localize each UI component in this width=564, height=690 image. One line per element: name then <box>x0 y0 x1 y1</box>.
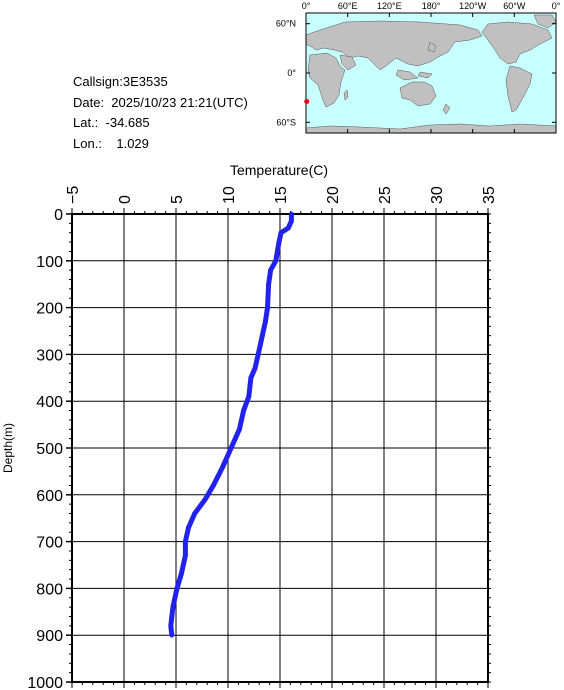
map-land <box>305 14 557 134</box>
map-lon-label: 120°E <box>377 1 402 11</box>
longitude-text: Lon.: 1.029 <box>73 135 149 151</box>
y-tick-label: 1000 <box>27 675 63 690</box>
map-ticks <box>305 13 557 133</box>
x-tick-label: 35 <box>481 186 498 204</box>
plot-frame <box>71 213 489 683</box>
data-point <box>252 366 258 371</box>
data-point <box>237 426 242 432</box>
map-lon-label: 180° <box>422 1 441 11</box>
x-tick-label: 10 <box>221 186 238 204</box>
world-map: 0° 60°E 120°E 180° 120°W 60°W 0° 60°N 0° 60°S <box>276 1 561 134</box>
map-lon-label: 0° <box>302 1 311 11</box>
data-point <box>220 464 226 470</box>
data-point <box>278 230 284 236</box>
map-labels: 0° 60°E 120°E 180° 120°W 60°W 0° 60°N 0° 60°S <box>276 1 561 127</box>
data-point <box>211 483 216 488</box>
data-point <box>170 604 176 610</box>
data-point <box>202 497 208 502</box>
x-tick-label: 20 <box>325 186 342 204</box>
data-point <box>174 586 180 591</box>
data-point <box>255 352 261 357</box>
data-point <box>263 319 268 324</box>
y-tick-labels: 0 100 200 300 400 500 600 700 800 900 1000 <box>27 207 63 690</box>
y-tick-label: 700 <box>36 535 63 552</box>
data-point <box>259 333 265 339</box>
map-lon-label: 120°W <box>459 1 487 11</box>
map-lat-label: 0° <box>287 68 296 78</box>
map-lon-label: 60°E <box>338 1 358 11</box>
station-marker <box>304 99 310 105</box>
data-point <box>265 305 270 310</box>
y-tick-label: 800 <box>36 581 63 598</box>
y-tick-label: 500 <box>36 441 63 458</box>
data-point <box>246 394 252 399</box>
map-lat-label: 60°S <box>276 117 296 127</box>
series-group <box>168 211 294 638</box>
data-point <box>169 632 175 638</box>
data-point <box>248 375 254 381</box>
temperature-profile-line <box>168 214 294 636</box>
y-axis-label: Depth(m) <box>1 423 15 473</box>
y-tick-label: 900 <box>36 628 63 645</box>
data-point <box>186 525 191 530</box>
x-tick-label: 5 <box>169 195 186 204</box>
y-tick-label: 200 <box>36 301 63 318</box>
grid-lines <box>66 213 489 683</box>
data-point <box>276 239 282 245</box>
data-point <box>241 408 247 413</box>
y-tick-label: 400 <box>36 394 63 411</box>
x-tick-label: 25 <box>377 186 394 204</box>
map-lon-label: 0° <box>552 1 561 11</box>
x-tick-label: −5 <box>65 186 82 204</box>
y-tick-label: 600 <box>36 488 63 505</box>
minor-ticks <box>69 208 491 688</box>
y-tick-label: 0 <box>54 207 63 224</box>
x-tick-label: 15 <box>273 186 290 204</box>
data-point <box>289 211 294 217</box>
data-point <box>183 553 188 558</box>
data-point <box>268 267 273 273</box>
data-point <box>285 225 291 231</box>
data-point <box>168 623 174 629</box>
data-point <box>228 445 234 451</box>
map-lon-label: 60°W <box>503 1 526 11</box>
data-point <box>266 281 271 287</box>
data-point <box>289 218 294 224</box>
x-tick-label: 0 <box>117 195 134 204</box>
y-tick-label: 300 <box>36 347 63 364</box>
data-point <box>273 258 279 264</box>
date-text: Date: 2025/10/23 21:21(UTC) <box>73 94 248 110</box>
callsign-text: Callsign:3E3535 <box>73 74 168 89</box>
x-tick-labels: −5 0 5 10 15 20 25 30 35 <box>65 186 498 204</box>
data-point <box>183 539 188 544</box>
data-point <box>178 572 184 577</box>
x-tick-label: 30 <box>429 186 446 204</box>
data-point <box>192 511 198 516</box>
latitude-text: Lat.: -34.685 <box>73 115 150 130</box>
station-info: Callsign:3E3535 Date: 2025/10/23 21:21(U… <box>73 72 248 154</box>
map-lat-label: 60°N <box>276 19 296 29</box>
y-tick-label: 100 <box>36 254 63 271</box>
